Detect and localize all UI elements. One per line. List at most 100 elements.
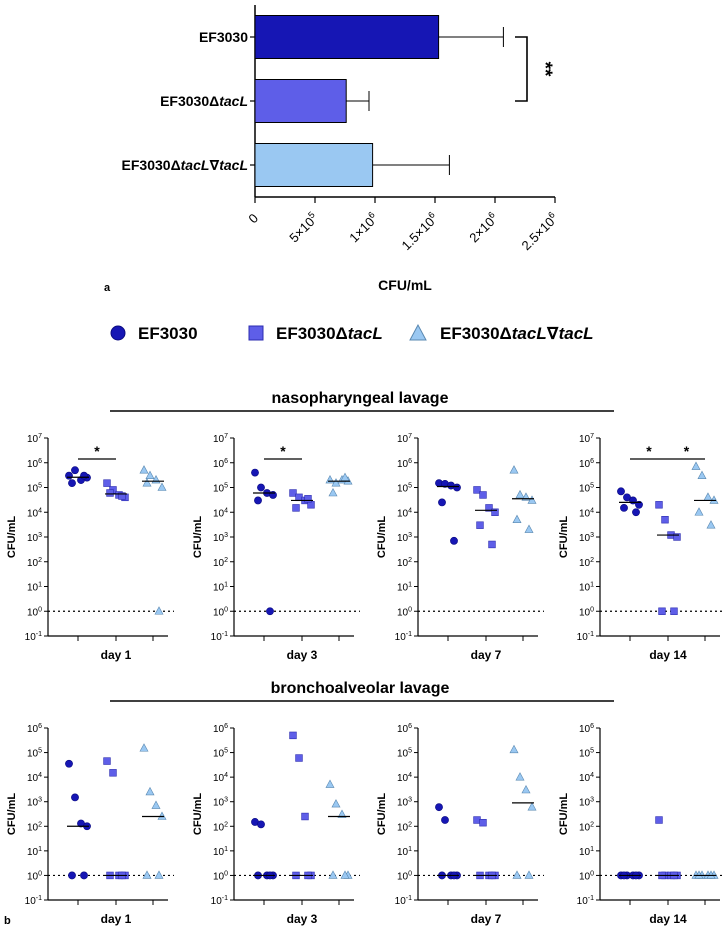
y-tick-label-exponent: 5 bbox=[408, 483, 412, 490]
y-tick-label-mantissa: 10 bbox=[27, 749, 39, 760]
y-tick-label-mantissa: 10 bbox=[397, 773, 409, 784]
y-tick-label-mantissa: 10 bbox=[211, 896, 223, 907]
y-tick-label-exponent: 4 bbox=[38, 772, 42, 779]
y-tick-label-exponent: 2 bbox=[224, 821, 228, 828]
y-tick-label-mantissa: 10 bbox=[579, 773, 591, 784]
data-point-triangle bbox=[703, 492, 713, 501]
y-tick-label: 103 bbox=[27, 532, 42, 544]
y-tick-label: 104 bbox=[27, 507, 42, 519]
y-tick-label: 10-1 bbox=[395, 631, 412, 643]
y-tick-label-mantissa: 10 bbox=[213, 749, 225, 760]
y-tick-label: 100 bbox=[579, 870, 594, 882]
data-point-square bbox=[476, 521, 484, 529]
y-tick-label-exponent: 3 bbox=[224, 532, 228, 539]
y-tick-label-mantissa: 10 bbox=[27, 871, 39, 882]
data-point-square bbox=[485, 504, 493, 512]
y-tick-label-exponent: -1 bbox=[588, 631, 594, 638]
y-tick-label-exponent: 5 bbox=[408, 748, 412, 755]
y-tick-label-mantissa: 10 bbox=[27, 434, 39, 445]
y-tick-label-mantissa: 10 bbox=[397, 847, 409, 858]
y-tick-label-mantissa: 10 bbox=[397, 749, 409, 760]
y-tick-label: 100 bbox=[397, 870, 412, 882]
data-point-triangle bbox=[154, 870, 164, 879]
y-tick-label: 107 bbox=[579, 433, 594, 445]
data-point-square bbox=[109, 769, 117, 777]
y-tick-label: 102 bbox=[397, 557, 412, 569]
y-tick-label: 10-1 bbox=[25, 895, 42, 907]
x-tick-label: 0 bbox=[245, 211, 261, 227]
y-tick-label-mantissa: 10 bbox=[577, 896, 589, 907]
y-tick-label-exponent: 0 bbox=[38, 606, 42, 613]
y-tick-label-exponent: 4 bbox=[408, 772, 412, 779]
data-point-circle bbox=[617, 487, 625, 496]
data-point-triangle bbox=[328, 870, 338, 879]
data-point-triangle bbox=[142, 478, 152, 487]
legend: EF3030 EF3030ΔtacL EF3030ΔtacL∇tacL bbox=[110, 323, 594, 343]
y-tick-label: 100 bbox=[213, 606, 228, 618]
section-title-naso: nasopharyngeal lavage bbox=[272, 390, 449, 407]
y-tick-label-exponent: 5 bbox=[38, 748, 42, 755]
y-tick-label: 106 bbox=[397, 723, 412, 735]
data-point-square bbox=[289, 489, 297, 497]
data-point-circle bbox=[65, 471, 73, 480]
y-tick-label-exponent: 3 bbox=[590, 797, 594, 804]
y-tick-label-exponent: 5 bbox=[590, 748, 594, 755]
data-point-circle bbox=[68, 479, 76, 488]
y-tick-label: 107 bbox=[213, 433, 228, 445]
y-tick-label: 102 bbox=[579, 557, 594, 569]
y-tick-label: 104 bbox=[397, 507, 412, 519]
data-point-circle bbox=[251, 468, 259, 477]
legend-label-part: EF3030Δ bbox=[440, 324, 512, 343]
y-tick-label: 105 bbox=[27, 483, 42, 495]
y-tick-label: 10-1 bbox=[25, 631, 42, 643]
data-point-triangle bbox=[151, 800, 161, 809]
y-axis-label: CFU/mL bbox=[376, 516, 388, 558]
y-tick-label-exponent: 3 bbox=[408, 532, 412, 539]
category-label-part: tacL bbox=[181, 157, 210, 173]
y-tick-label-mantissa: 10 bbox=[27, 724, 39, 735]
y-tick-label-mantissa: 10 bbox=[27, 508, 39, 519]
y-tick-label-mantissa: 10 bbox=[27, 558, 39, 569]
y-tick-label-exponent: 0 bbox=[38, 870, 42, 877]
data-point-square bbox=[479, 818, 487, 827]
bar-chart-xlabel: CFU/mL bbox=[378, 277, 432, 293]
y-tick-label: 102 bbox=[213, 821, 228, 833]
legend-label-part: EF3030 bbox=[138, 324, 198, 343]
y-axis-label: CFU/mL bbox=[558, 793, 570, 835]
data-point-triangle bbox=[145, 786, 155, 796]
data-point-square bbox=[655, 501, 663, 509]
y-tick-label-exponent: 4 bbox=[408, 507, 412, 514]
data-point-circle bbox=[623, 493, 631, 502]
y-tick-label: 101 bbox=[213, 846, 228, 858]
y-tick-label: 100 bbox=[27, 870, 42, 882]
y-tick-label-mantissa: 10 bbox=[397, 484, 409, 495]
data-point-triangle bbox=[157, 482, 167, 491]
y-tick-label-exponent: 2 bbox=[38, 821, 42, 828]
data-point-circle bbox=[438, 498, 446, 507]
y-tick-label-mantissa: 10 bbox=[579, 533, 591, 544]
y-tick-label-mantissa: 10 bbox=[395, 896, 407, 907]
day-label: day 14 bbox=[649, 912, 687, 926]
y-tick-label: 106 bbox=[27, 458, 42, 470]
y-tick-label: 101 bbox=[213, 582, 228, 594]
y-tick-label-mantissa: 10 bbox=[579, 459, 591, 470]
y-tick-label: 102 bbox=[27, 821, 42, 833]
y-tick-label-mantissa: 10 bbox=[577, 632, 589, 643]
y-tick-label-exponent: 0 bbox=[590, 870, 594, 877]
legend-label: EF3030 bbox=[138, 324, 198, 343]
category-label-part: ∇ bbox=[209, 157, 219, 173]
legend-label-part: tacL bbox=[559, 324, 594, 343]
y-tick-label: 103 bbox=[579, 532, 594, 544]
data-point-square bbox=[304, 495, 312, 503]
y-tick-label-exponent: 6 bbox=[38, 723, 42, 730]
y-tick-label-exponent: 1 bbox=[224, 846, 228, 853]
data-point-square bbox=[106, 489, 114, 497]
x-tick-label-exponent: 5 bbox=[306, 210, 317, 221]
y-tick-label-mantissa: 10 bbox=[213, 773, 225, 784]
data-point-triangle bbox=[509, 744, 519, 754]
data-point-triangle bbox=[139, 465, 149, 474]
y-tick-label: 106 bbox=[27, 723, 42, 735]
data-point-circle bbox=[80, 871, 88, 880]
y-tick-label-mantissa: 10 bbox=[213, 724, 225, 735]
